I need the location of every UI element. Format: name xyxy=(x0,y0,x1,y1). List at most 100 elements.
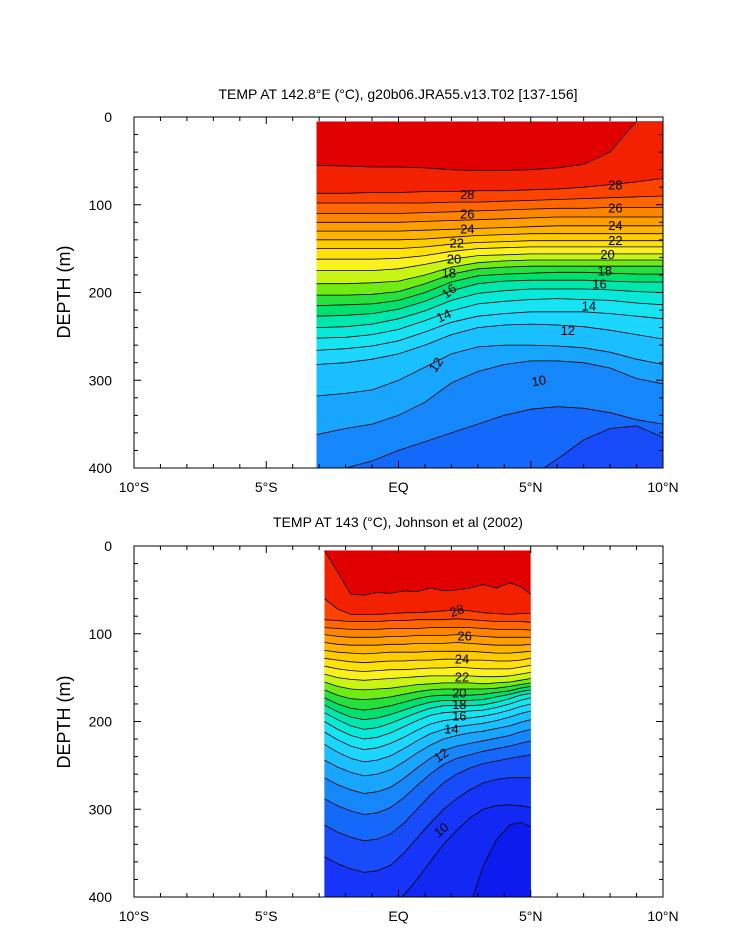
y-tick-label: 200 xyxy=(89,714,113,730)
isotherm-line xyxy=(324,664,531,672)
isotherm-line xyxy=(316,207,663,214)
x-tick-label: 10°S xyxy=(119,908,150,924)
chart-panel-observations: TEMP AT 143 (°C), Johnson et al (2002) D… xyxy=(54,514,679,924)
contour-label: 26 xyxy=(457,629,471,644)
y-tick-label: 0 xyxy=(104,538,112,554)
isotherm-line xyxy=(324,689,531,721)
contour-label-text: 18 xyxy=(598,264,612,279)
isotherm-line xyxy=(316,288,663,328)
contour-field xyxy=(324,550,531,897)
isotherm-line xyxy=(316,323,663,365)
isotherm-line xyxy=(316,298,663,339)
x-tick-label: 10°N xyxy=(647,908,678,924)
contour-label: 22 xyxy=(449,236,463,251)
isotherm-line xyxy=(543,425,663,468)
y-tick-label: 300 xyxy=(89,801,113,817)
contour-label: 16 xyxy=(452,708,466,723)
x-tick-label: 10°S xyxy=(119,479,150,495)
contour-label-text: 26 xyxy=(460,207,474,222)
isotherm-line xyxy=(316,271,663,307)
contour-label-text: 24 xyxy=(460,221,474,236)
contour-field xyxy=(316,121,663,468)
isotherm-line xyxy=(324,697,531,740)
contour-label: 14 xyxy=(582,299,596,314)
y-tick-label: 300 xyxy=(89,372,113,388)
chart-title: TEMP AT 142.8°E (°C), g20b06.JRA55.v13.T… xyxy=(218,86,577,102)
contour-label: 28 xyxy=(608,178,622,193)
contour-label-text: 26 xyxy=(608,200,622,215)
isotherm-line xyxy=(324,740,531,815)
isotherm-line xyxy=(316,195,663,204)
isotherm-line xyxy=(324,693,531,730)
isotherm-line xyxy=(324,703,531,751)
isotherm-line xyxy=(316,406,663,468)
isotherm-line xyxy=(324,682,531,701)
y-tick-label: 400 xyxy=(89,460,113,476)
contour-label: 26 xyxy=(608,200,622,215)
contour-label: 14 xyxy=(434,306,453,326)
contour-label: 20 xyxy=(600,247,614,262)
contour-label-text: 20 xyxy=(447,251,461,266)
isotherm-line xyxy=(316,178,663,194)
contour-label-text: 12 xyxy=(426,355,447,375)
contour-label-text: 16 xyxy=(592,277,606,292)
contour-label-text: 12 xyxy=(431,745,451,766)
contour-label: 10 xyxy=(530,372,547,389)
isotherm-line xyxy=(316,344,663,397)
x-tick-label: 10°N xyxy=(647,479,678,495)
contour-label-text: 22 xyxy=(455,670,469,685)
isotherm-line xyxy=(324,754,531,842)
contour-label: 28 xyxy=(460,187,474,202)
chart-panel-model: TEMP AT 142.8°E (°C), g20b06.JRA55.v13.T… xyxy=(54,86,679,495)
contour-label: 28 xyxy=(448,601,467,620)
isotherm-line xyxy=(324,672,531,681)
contour-label-text: 10 xyxy=(530,372,547,389)
contour-label: 18 xyxy=(452,697,466,712)
isotherm-line xyxy=(316,233,663,241)
isotherm-line xyxy=(316,311,663,351)
isotherm-line xyxy=(472,821,531,897)
contour-label-text: 24 xyxy=(608,218,622,233)
contour-label-text: 18 xyxy=(442,265,456,280)
contour-label-text: 28 xyxy=(608,178,622,193)
contour-label-text: 20 xyxy=(452,686,466,701)
isotherm-line xyxy=(324,729,531,794)
x-tick-label: 5°N xyxy=(519,479,543,495)
isotherm-line xyxy=(324,618,531,623)
contour-label-text: 20 xyxy=(600,247,614,262)
contour-label: 24 xyxy=(608,218,622,233)
isotherm-line xyxy=(324,634,531,638)
contour-label: 10 xyxy=(431,819,452,840)
contour-label: 12 xyxy=(431,745,451,766)
x-tick-label: EQ xyxy=(388,479,408,495)
isotherm-band xyxy=(472,822,531,897)
isotherm-line xyxy=(316,253,663,271)
chart-title: TEMP AT 143 (°C), Johnson et al (2002) xyxy=(273,514,523,530)
contour-label: 12 xyxy=(426,355,447,375)
contour-label: 14 xyxy=(444,722,458,737)
contour-label-text: 28 xyxy=(460,187,474,202)
y-tick-label: 200 xyxy=(89,285,113,301)
isotherm-line xyxy=(324,657,531,664)
contour-label: 12 xyxy=(561,323,575,338)
contour-label-text: 14 xyxy=(582,299,596,314)
isotherm-band xyxy=(544,425,663,468)
y-tick-label: 400 xyxy=(89,889,113,905)
x-tick-label: 5°S xyxy=(255,479,278,495)
y-tick-label: 0 xyxy=(104,109,112,125)
isotherm-line xyxy=(316,259,663,285)
x-tick-label: 5°N xyxy=(519,908,543,924)
isotherm-line xyxy=(324,642,531,646)
isotherm-line xyxy=(324,719,531,777)
isotherm-line xyxy=(324,598,531,615)
contour-label: 16 xyxy=(439,281,460,302)
contour-label: 22 xyxy=(608,233,622,248)
isotherm-line xyxy=(316,246,663,260)
isotherm-line xyxy=(316,279,663,317)
isotherm-line xyxy=(324,777,531,873)
isotherm-line xyxy=(324,710,531,763)
contour-label-text: 22 xyxy=(449,236,463,251)
contour-label-text: 22 xyxy=(608,233,622,248)
isotherm-line xyxy=(324,650,531,655)
